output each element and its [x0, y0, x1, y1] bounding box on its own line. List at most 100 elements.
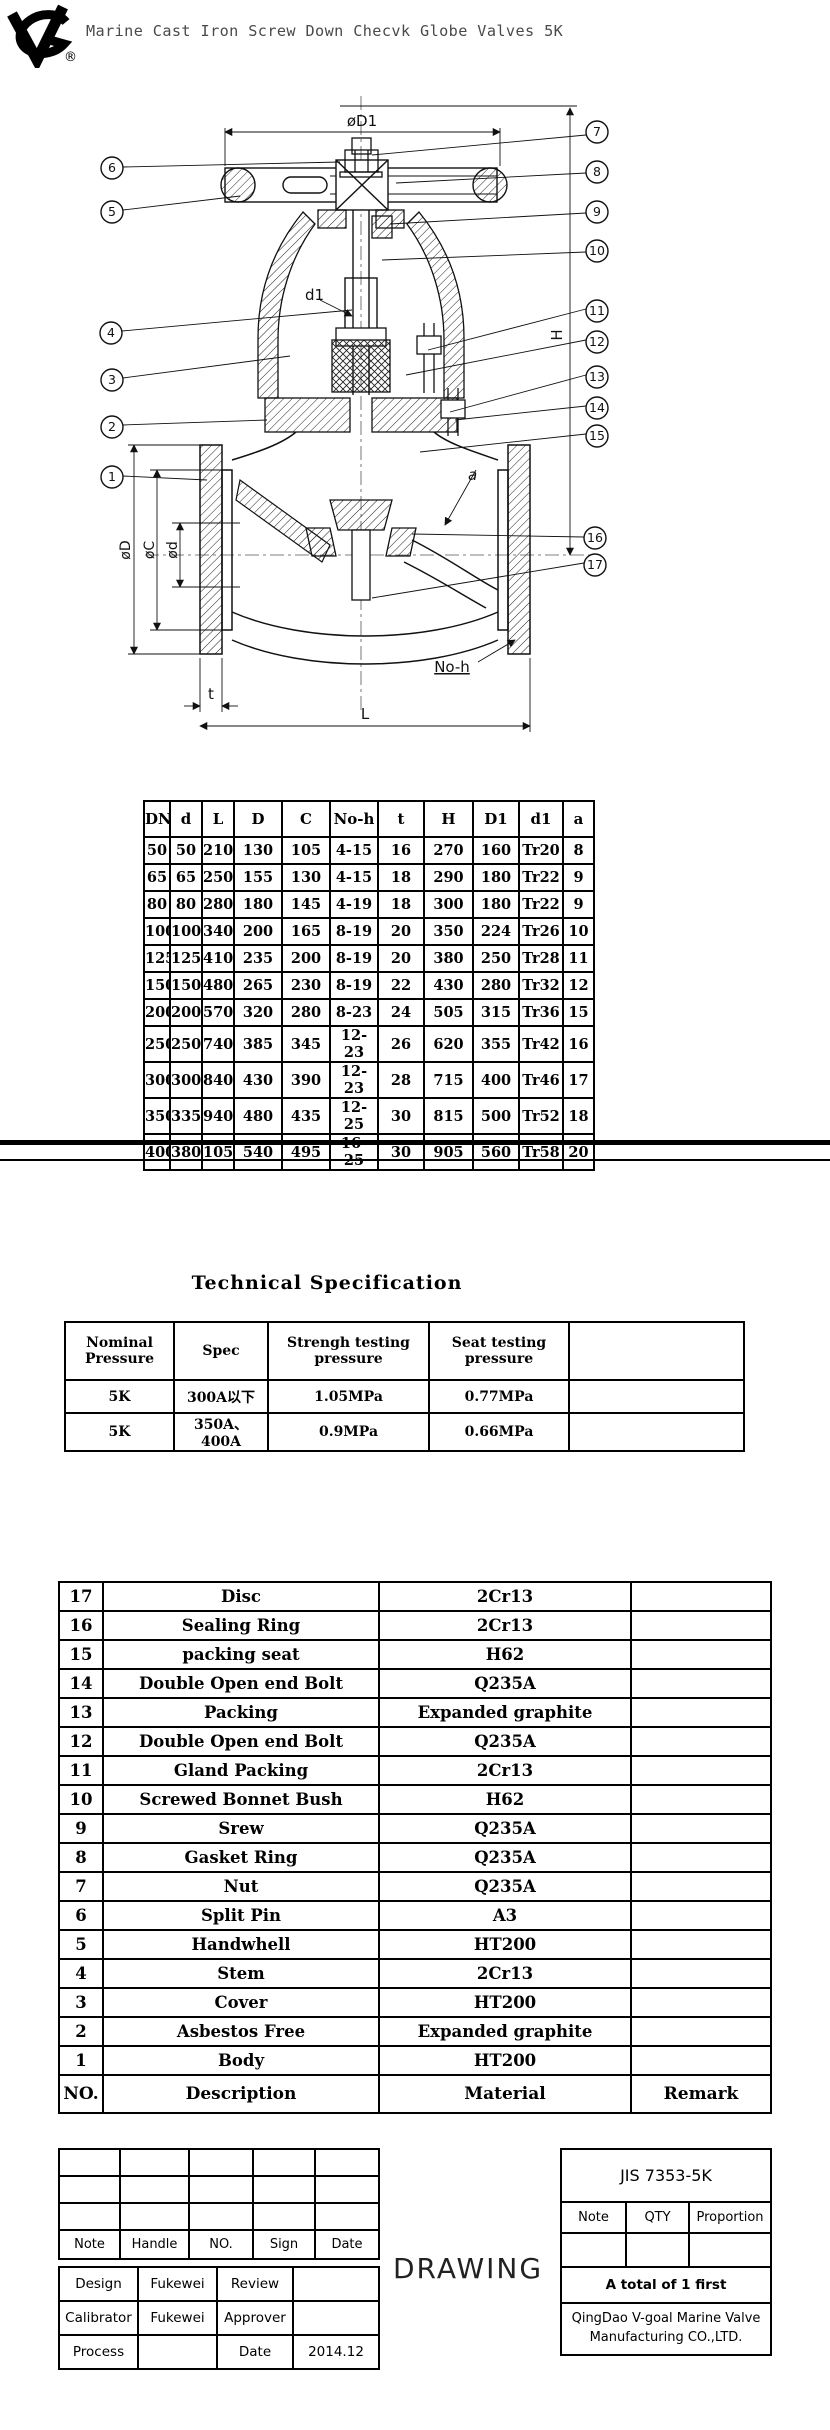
table-row: 13 Packing Expanded graphite	[58, 1697, 772, 1728]
callout-9: 9	[585, 200, 609, 224]
svg-text:3: 3	[108, 372, 116, 387]
svg-text:14: 14	[589, 400, 605, 415]
table-cell: 905	[423, 1133, 474, 1171]
svg-text:16: 16	[587, 530, 603, 545]
table-header-cell: Spec	[173, 1321, 269, 1381]
table-cell: Packing	[102, 1697, 380, 1728]
table-cell: 16	[377, 836, 425, 865]
table-row: 1 Body HT200	[58, 2045, 772, 2076]
table-cell: 3	[58, 1987, 104, 2018]
svg-text:6: 6	[108, 160, 116, 175]
table-cell: 2Cr13	[378, 1581, 632, 1612]
dimensions-table: DN d L D C No-h t H D1 d1 a 50 50 210 130 105 4-15 16 270 1…	[143, 800, 595, 1171]
svg-text:1: 1	[108, 469, 116, 484]
table-cell: 0.9MPa	[267, 1412, 430, 1452]
table-cell: 6	[58, 1900, 104, 1931]
table-cell: 0.66MPa	[428, 1412, 570, 1452]
table-row: 6 Split Pin A3	[58, 1900, 772, 1931]
table-cell: 224	[472, 917, 520, 946]
table-cell: 5K	[64, 1412, 175, 1452]
label-thickness: t	[208, 685, 214, 703]
signature-row: Process Date 2014.12	[58, 2334, 380, 2370]
qty-empty-row	[560, 2232, 772, 2268]
table-cell: 1050	[201, 1133, 235, 1171]
table-cell: 12	[58, 1726, 104, 1757]
table-cell: 280	[472, 971, 520, 1000]
table-row: 15 packing seat H62	[58, 1639, 772, 1670]
table-cell: 12-25	[329, 1097, 379, 1135]
table-cell: 4-15	[329, 863, 379, 892]
table-row: 10 Screwed Bonnet Bush H62	[58, 1784, 772, 1815]
callout-14: 14	[585, 396, 609, 420]
table-cell: 335	[169, 1097, 203, 1135]
callout-11: 11	[585, 299, 609, 323]
table-cell	[568, 1412, 745, 1452]
table-cell: Disc	[102, 1581, 380, 1612]
table-cell: 180	[472, 863, 520, 892]
table-cell: 320	[233, 998, 283, 1027]
table-cell: 4-15	[329, 836, 379, 865]
total-row: A total of 1 first	[560, 2266, 772, 2304]
table-cell	[630, 1581, 772, 1612]
approval-empty-row	[58, 2202, 380, 2231]
table-row: 9 Srew Q235A	[58, 1813, 772, 1844]
table-cell: 16	[562, 1025, 595, 1063]
table-cell: 280	[201, 890, 235, 919]
table-cell	[630, 1900, 772, 1931]
table-cell: Tr46	[518, 1061, 564, 1099]
table-cell: 1	[58, 2045, 104, 2076]
table-cell: 380	[169, 1133, 203, 1171]
table-cell: 18	[377, 863, 425, 892]
table-cell: 495	[281, 1133, 331, 1171]
table-cell: 125	[143, 944, 171, 973]
approval-label-date: Date	[314, 2229, 380, 2260]
process-name	[137, 2334, 218, 2370]
spec-heading: Technical Specification	[191, 1272, 463, 1294]
table-cell	[630, 1610, 772, 1641]
table-cell: H62	[378, 1784, 632, 1815]
table-cell: 250	[169, 1025, 203, 1063]
table-row: 17 Disc 2Cr13	[58, 1581, 772, 1612]
table-cell: Tr20	[518, 836, 564, 865]
parts-footer-description: Description	[102, 2074, 380, 2114]
design-name: Fukewei	[137, 2266, 218, 2302]
table-cell: 355	[472, 1025, 520, 1063]
table-cell: Stem	[102, 1958, 380, 1989]
table-cell: 155	[233, 863, 283, 892]
table-row: 5K 300A以下 1.05MPa 0.77MPa	[64, 1379, 745, 1414]
process-label: Process	[58, 2334, 139, 2370]
table-cell: HT200	[378, 2045, 632, 2076]
label-stem-thread: d1	[305, 286, 324, 304]
qty-label-proportion: Proportion	[688, 2201, 772, 2234]
table-cell	[630, 1755, 772, 1786]
handwheel	[220, 159, 508, 211]
signature-grid: Design Fukewei Review Calibrator Fukewei…	[58, 2266, 380, 2370]
table-cell: 30	[377, 1097, 425, 1135]
leader-seat-angle	[444, 469, 477, 526]
table-cell: 210	[201, 836, 235, 865]
table-cell: Tr32	[518, 971, 564, 1000]
table-cell: 10	[58, 1784, 104, 1815]
table-cell: 18	[562, 1097, 595, 1135]
table-cell	[630, 1958, 772, 1989]
table-cell: 8-19	[329, 944, 379, 973]
callout-17: 17	[583, 553, 607, 577]
calibrator-label: Calibrator	[58, 2300, 139, 2336]
table-cell: 50	[169, 836, 203, 865]
table-row: 4 Stem 2Cr13	[58, 1958, 772, 1989]
table-cell: 500	[472, 1097, 520, 1135]
table-cell: Gasket Ring	[102, 1842, 380, 1873]
table-cell: 100	[143, 917, 171, 946]
label-bolt-holes: No-h	[434, 658, 470, 676]
table-cell: Tr22	[518, 890, 564, 919]
table-cell: 12-23	[329, 1061, 379, 1099]
table-header-cell: a	[562, 800, 595, 838]
table-cell: H62	[378, 1639, 632, 1670]
table-cell: 150	[143, 971, 171, 1000]
table-cell: 815	[423, 1097, 474, 1135]
table-cell: 435	[281, 1097, 331, 1135]
company-line2: Manufacturing CO.,LTD.	[589, 2330, 743, 2345]
table-cell: 26	[377, 1025, 425, 1063]
